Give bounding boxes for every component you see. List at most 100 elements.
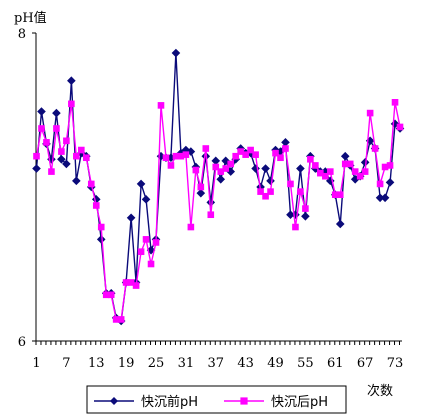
- data-point: [277, 154, 284, 162]
- data-point: [302, 205, 309, 212]
- data-point: [107, 291, 115, 299]
- data-point: [222, 165, 230, 172]
- data-point: [53, 125, 60, 132]
- data-point: [57, 154, 66, 164]
- data-point: [386, 162, 394, 169]
- legend: 快沉前pH 快沉后pH: [86, 385, 347, 414]
- data-point: [326, 168, 334, 175]
- data-point: [147, 260, 155, 268]
- x-tick-label: 31: [178, 356, 195, 371]
- data-point: [73, 152, 80, 160]
- data-point: [167, 162, 175, 169]
- data-point: [356, 172, 364, 180]
- data-point: [381, 163, 389, 171]
- data-point: [207, 211, 215, 219]
- data-point: [336, 191, 344, 198]
- data-point: [252, 151, 259, 158]
- series-2: [33, 99, 404, 323]
- data-point: [307, 155, 314, 163]
- y-axis-label: pH值: [14, 10, 47, 26]
- data-point: [48, 168, 55, 175]
- data-point: [33, 152, 40, 160]
- data-point: [216, 174, 226, 184]
- data-point: [267, 188, 274, 195]
- data-point: [247, 146, 254, 154]
- y-tick-label: 8: [18, 27, 26, 42]
- data-point: [312, 162, 319, 169]
- data-point: [97, 223, 105, 231]
- data-point: [217, 168, 225, 175]
- y-tick-label: 6: [18, 335, 26, 350]
- legend-entry-label: 快沉后pH: [271, 395, 328, 410]
- data-point: [58, 148, 65, 155]
- data-point: [162, 154, 170, 162]
- data-point: [341, 160, 349, 168]
- x-tick-label: 49: [267, 356, 284, 371]
- data-point: [385, 178, 395, 187]
- data-point: [182, 151, 190, 158]
- data-point: [297, 188, 304, 195]
- data-point: [63, 137, 70, 145]
- data-point: [296, 164, 305, 173]
- x-tick-label: 19: [118, 356, 135, 371]
- data-point: [232, 152, 239, 160]
- data-point: [132, 282, 140, 289]
- data-point: [122, 279, 130, 286]
- data-point: [262, 192, 269, 200]
- data-point: [43, 139, 50, 146]
- data-point: [380, 193, 390, 203]
- data-point: [142, 236, 150, 243]
- data-point: [92, 202, 100, 209]
- data-point: [351, 168, 359, 175]
- series-line: [35, 102, 401, 321]
- data-point: [136, 179, 146, 189]
- data-point: [396, 123, 404, 131]
- data-point: [211, 156, 221, 166]
- data-point: [78, 146, 85, 154]
- data-point: [371, 145, 379, 152]
- data-point: [266, 176, 275, 186]
- data-point: [87, 180, 95, 188]
- data-point: [292, 223, 299, 231]
- data-point: [322, 172, 329, 180]
- data-point: [157, 102, 165, 109]
- data-point: [117, 316, 125, 323]
- x-tick-label: 25: [148, 356, 165, 371]
- data-point: [206, 198, 216, 207]
- data-point: [172, 152, 180, 160]
- data-point: [331, 191, 339, 198]
- data-point: [126, 213, 136, 223]
- data-point: [361, 168, 369, 175]
- data-point: [171, 48, 181, 58]
- data-point: [366, 109, 374, 117]
- data-point: [261, 164, 270, 173]
- data-point: [202, 145, 210, 152]
- data-point: [282, 145, 289, 152]
- x-tick-label: 7: [62, 356, 70, 371]
- data-point: [257, 188, 264, 195]
- data-point: [272, 149, 279, 157]
- data-point: [137, 248, 145, 255]
- x-tick-label: 1: [32, 356, 40, 371]
- legend-entry-label: 快沉前pH: [141, 394, 198, 410]
- data-point: [390, 119, 400, 129]
- x-tick-label: 67: [357, 356, 374, 371]
- data-point: [32, 164, 41, 173]
- data-point: [67, 76, 76, 86]
- data-point: [391, 99, 399, 106]
- data-point: [346, 160, 354, 168]
- data-point: [197, 183, 205, 191]
- data-point: [376, 180, 384, 188]
- legend-marker: [110, 397, 118, 405]
- data-point: [187, 223, 195, 231]
- data-point: [317, 169, 324, 177]
- data-point: [52, 108, 61, 118]
- data-point: [287, 180, 294, 188]
- axes: 6 8 1 7 13 19 25 31 37 43 49 55 61 67 73: [18, 27, 404, 371]
- x-axis-label: 次数: [367, 383, 393, 399]
- data-point: [301, 211, 310, 221]
- data-point: [141, 195, 151, 204]
- data-point: [96, 235, 106, 244]
- x-tick-label: 73: [387, 356, 404, 371]
